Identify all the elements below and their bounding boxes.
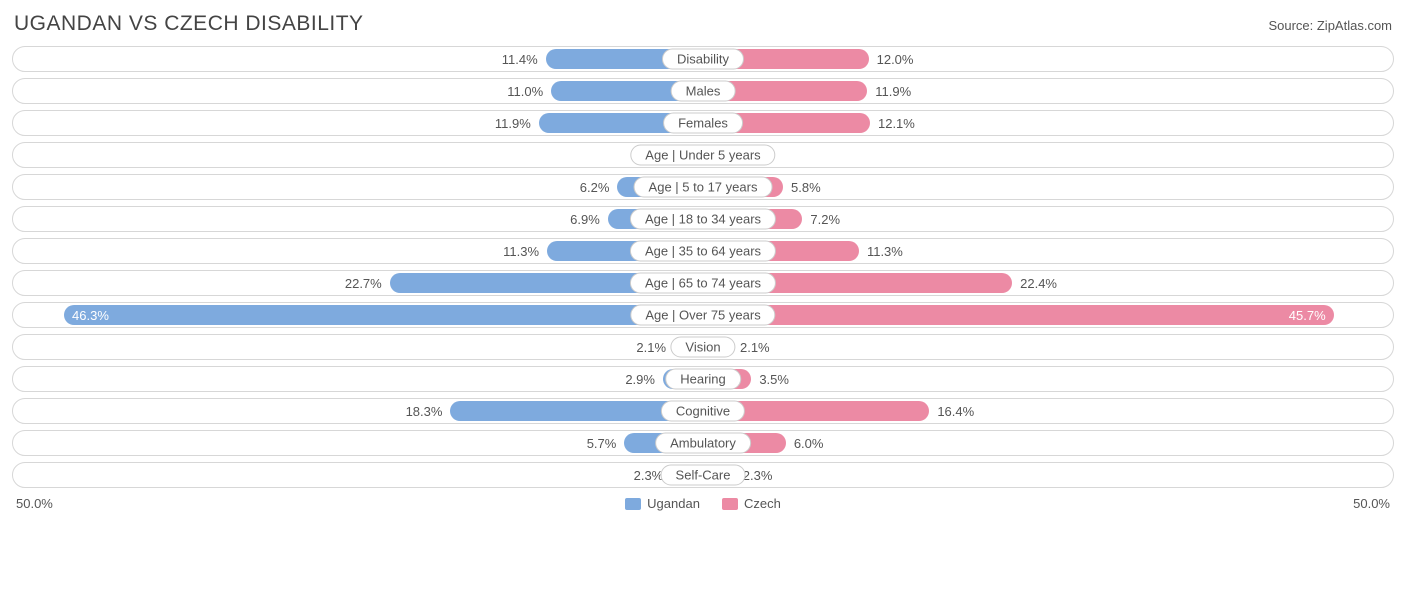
bar-row: 5.7% 6.0% Ambulatory <box>12 430 1394 456</box>
legend: Ugandan Czech <box>53 496 1353 511</box>
value-right: 5.8% <box>783 175 821 199</box>
value-right: 12.0% <box>869 47 914 71</box>
value-left: 5.7% <box>587 431 625 455</box>
value-right: 3.5% <box>751 367 789 391</box>
value-left: 11.4% <box>502 47 546 71</box>
value-right: 7.2% <box>802 207 840 231</box>
chart-rows: 11.4% 12.0% Disability 11.0% 11.9% Males 11.9%… <box>12 46 1394 488</box>
axis-max-left: 50.0% <box>16 496 53 511</box>
bar-row: 1.1%1.5%Age | Under 5 years <box>12 142 1394 168</box>
value-left: 11.0% <box>507 79 551 103</box>
value-left: 6.9% <box>570 207 608 231</box>
chart-header: UGANDAN VS CZECH DISABILITY Source: ZipA… <box>12 8 1394 46</box>
bar-right <box>703 305 1334 325</box>
value-left: 46.3% <box>64 303 109 327</box>
bar-row: 2.1% 2.1%Vision <box>12 334 1394 360</box>
category-label: Age | 5 to 17 years <box>634 177 773 198</box>
category-label: Hearing <box>665 369 741 390</box>
category-label: Age | 18 to 34 years <box>630 209 776 230</box>
bar-row: 11.4% 12.0% Disability <box>12 46 1394 72</box>
legend-item-left: Ugandan <box>625 496 700 511</box>
bar-row: 11.9% 12.1% Females <box>12 110 1394 136</box>
chart-footer: 50.0% Ugandan Czech 50.0% <box>12 494 1394 511</box>
category-label: Vision <box>670 337 735 358</box>
value-right: 11.3% <box>859 239 903 263</box>
value-left: 2.9% <box>625 367 663 391</box>
axis-max-right: 50.0% <box>1353 496 1390 511</box>
category-label: Age | Under 5 years <box>630 145 775 166</box>
bar-row: 22.7% 22.4% Age | 65 to 74 years <box>12 270 1394 296</box>
value-right: 11.9% <box>867 79 911 103</box>
value-right: 6.0% <box>786 431 824 455</box>
bar-row: 18.3% 16.4% Cognitive <box>12 398 1394 424</box>
legend-item-right: Czech <box>722 496 781 511</box>
legend-swatch-left <box>625 498 641 510</box>
value-left: 2.1% <box>636 335 674 359</box>
category-label: Cognitive <box>661 401 745 422</box>
value-left: 11.9% <box>495 111 539 135</box>
bar-row: 2.9% 3.5% Hearing <box>12 366 1394 392</box>
bar-row: 11.3% 11.3% Age | 35 to 64 years <box>12 238 1394 264</box>
value-right: 22.4% <box>1012 271 1057 295</box>
category-label: Age | 65 to 74 years <box>630 273 776 294</box>
value-left: 11.3% <box>503 239 547 263</box>
category-label: Ambulatory <box>655 433 751 454</box>
bar-row: 2.3%2.3%Self-Care <box>12 462 1394 488</box>
category-label: Females <box>663 113 743 134</box>
category-label: Self-Care <box>661 465 746 486</box>
category-label: Age | 35 to 64 years <box>630 241 776 262</box>
category-label: Disability <box>662 49 744 70</box>
chart-title: UGANDAN VS CZECH DISABILITY <box>14 12 364 36</box>
value-right: 16.4% <box>929 399 974 423</box>
legend-label-right: Czech <box>744 496 781 511</box>
bar-row: 11.0% 11.9% Males <box>12 78 1394 104</box>
value-right: 45.7% <box>1289 303 1334 327</box>
bar-left <box>64 305 703 325</box>
value-right: 12.1% <box>870 111 915 135</box>
bar-row: 46.3% 45.7% Age | Over 75 years <box>12 302 1394 328</box>
category-label: Males <box>671 81 736 102</box>
value-left: 22.7% <box>345 271 390 295</box>
category-label: Age | Over 75 years <box>630 305 775 326</box>
legend-label-left: Ugandan <box>647 496 700 511</box>
chart-source: Source: ZipAtlas.com <box>1268 18 1392 33</box>
legend-swatch-right <box>722 498 738 510</box>
value-left: 18.3% <box>406 399 451 423</box>
value-right: 2.1% <box>732 335 770 359</box>
bar-row: 6.9% 7.2% Age | 18 to 34 years <box>12 206 1394 232</box>
bar-row: 6.2% 5.8% Age | 5 to 17 years <box>12 174 1394 200</box>
value-left: 6.2% <box>580 175 618 199</box>
